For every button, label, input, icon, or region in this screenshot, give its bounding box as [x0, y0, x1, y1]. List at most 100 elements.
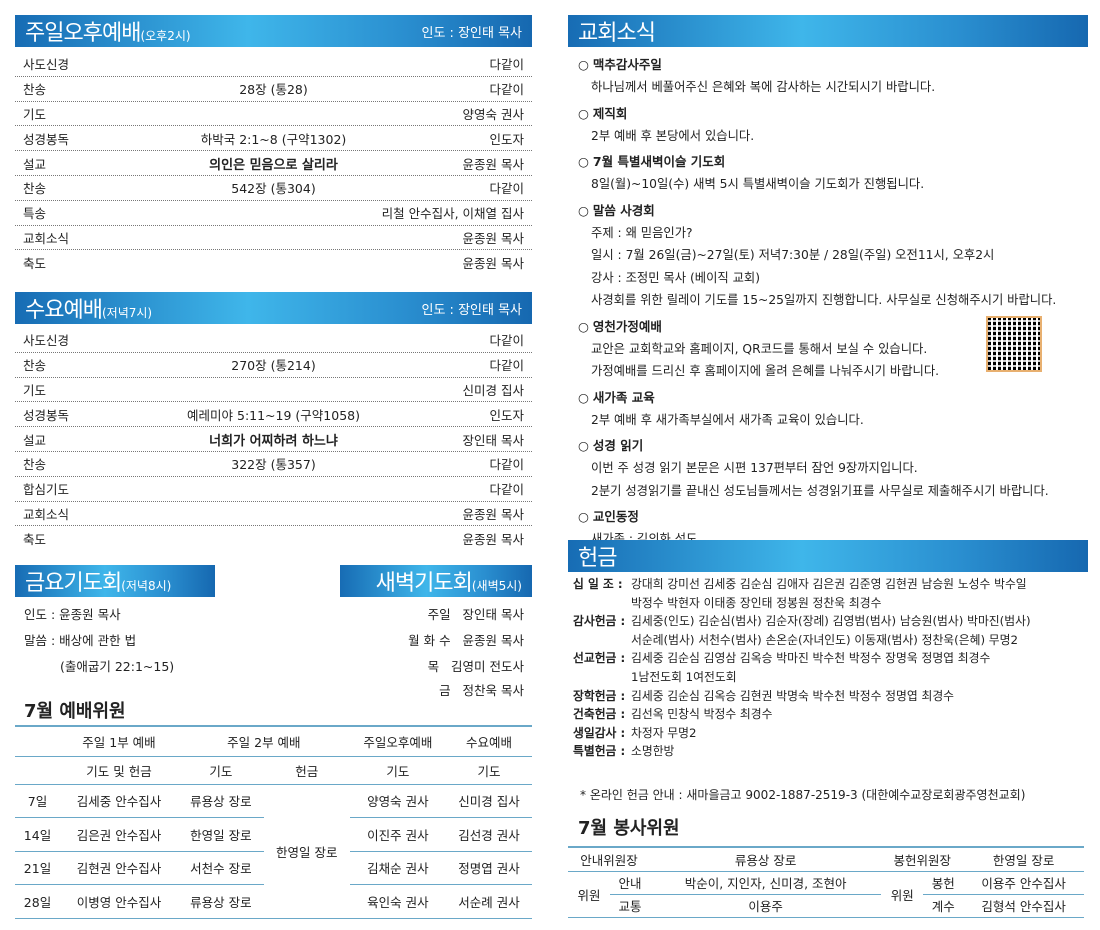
section-title: 수요예배	[25, 298, 103, 323]
sunday-pm-prayer: 김채순 권사	[349, 851, 447, 885]
news-line: 가정예배를 드리신 후 홈페이지에 올려 은혜를 나눠주시기 바랍니다.	[591, 364, 940, 378]
section-title: 교회소식	[578, 21, 656, 46]
friday-leader: 인도 : 윤종원 목사	[24, 607, 121, 622]
news-title: 제직회	[578, 103, 1088, 125]
order-person: 윤종원 목사	[462, 156, 524, 172]
sunday2-prayer: 류용상 장로	[177, 884, 264, 919]
offering-label: 생일감사 :	[573, 725, 626, 740]
section-title: 주일오후예배	[25, 21, 141, 46]
prayer-offering: 이병영 안수집사	[60, 884, 178, 919]
offer-members: 이용주 안수집사	[963, 871, 1084, 895]
news-line: 주제 : 왜 믿음인가?	[591, 225, 693, 240]
offering-names: 김세중(인도) 김순심(범사) 김순자(장례) 김영범(범사) 남승원(범사) …	[631, 612, 1093, 649]
date: 7일	[15, 784, 60, 818]
offering-label: 건축헌금 :	[573, 707, 626, 722]
sub-prayer: 기도	[446, 756, 532, 785]
sunday2-prayer: 서천수 장로	[177, 851, 264, 885]
order-item: 설교	[23, 432, 47, 448]
online-offering-note: * 온라인 헌금 안내 : 새마을금고 9002-1887-2519-3 (대한…	[580, 788, 1026, 802]
count-label: 계수	[923, 894, 964, 918]
news-title: 맥추감사주일	[578, 54, 1088, 76]
guide-members: 박순이, 지인자, 신미경, 조현아	[650, 871, 882, 895]
wednesday-order: 사도신경 다같이 찬송 270장 (통214) 다같이 기도 신미경 집사 성경봉독 예레미야 …	[15, 328, 532, 551]
news-line: 이번 주 성경 읽기 본문은 시편 137편부터 잠언 9장까지입니다.	[591, 461, 918, 475]
section-title: 헌금	[578, 546, 617, 571]
order-row: 사도신경 다같이	[15, 52, 532, 77]
order-person: 인도자	[489, 407, 524, 423]
order-detail: 542장 (통304)	[231, 181, 316, 197]
sunday2-offering: 한영일 장로	[263, 784, 350, 919]
offering-names: 김세중 김순심 김영삼 김옥승 박마진 박수천 박정수 장명욱 정명엽 최경수 1…	[631, 649, 1093, 686]
wednesday-prayer: 정명엽 권사	[446, 851, 532, 885]
qr-code-icon[interactable]	[986, 316, 1042, 372]
dawn-fri: 금 정찬욱 목사	[439, 683, 524, 698]
offering-group: 선교헌금 : 김세중 김순심 김영삼 김옥승 박마진 박수천 박정수 장명욱 정명…	[573, 649, 1093, 686]
col-sunday2: 주일 2부 예배	[177, 725, 350, 757]
offering-names: 차정자 무명2	[631, 724, 1093, 743]
guide-label: 안내	[610, 871, 650, 895]
section-time: (새벽5시)	[471, 579, 522, 593]
order-person: 다같이	[489, 82, 524, 98]
news-header: 교회소식	[568, 15, 1088, 47]
prayer-offering: 김현권 안수집사	[60, 851, 178, 885]
order-row: 특송 리철 안수집사, 이채열 집사	[15, 201, 532, 226]
dawn-thu: 목 김영미 전도사	[427, 659, 524, 674]
news-line: 일시 : 7월 26일(금)~27일(토) 저녁7:30분 / 28일(주일) …	[591, 248, 995, 262]
date: 14일	[15, 817, 60, 852]
leader: 인도 : 장인태 목사	[421, 302, 523, 318]
order-row: 성경봉독 예레미야 5:11~19 (구약1058) 인도자	[15, 402, 532, 428]
order-item: 찬송	[23, 181, 47, 197]
offering-group: 감사헌금 : 김세중(인도) 김순심(범사) 김순자(장례) 김영범(범사) 남승…	[573, 612, 1093, 649]
order-item: 교회소식	[23, 506, 70, 522]
col-sunday1: 주일 1부 예배	[60, 725, 178, 757]
order-item: 성경봉독	[23, 131, 70, 147]
offering-line: 박정수 박현자 이태종 장인태 정봉원 정찬욱 최경수	[631, 595, 882, 610]
news-item: 새가족 교육 2부 예배 후 새가족부실에서 새가족 교육이 있습니다.	[578, 387, 1088, 432]
order-detail: 하박국 2:1~8 (구약1302)	[200, 131, 347, 147]
section-title: 금요기도회	[25, 571, 122, 596]
offering-header: 헌금	[568, 540, 1088, 572]
order-person: 다같이	[489, 57, 524, 73]
news-title: 교인동정	[578, 506, 1088, 528]
news-line: 2분기 성경읽기를 끝내신 성도님들께서는 성경읽기표를 사무실로 제출해주시기…	[591, 483, 1049, 498]
offering-list: 십 일 조 : 강대희 강미선 김세중 김순심 김애자 김은권 김준영 김현권 남…	[573, 575, 1093, 761]
offering-group: 특별헌금 : 소명한방	[573, 742, 1093, 761]
order-item: 찬송	[23, 457, 47, 473]
section-time: (오후2시)	[140, 29, 191, 43]
order-detail: 너희가 어찌하려 하느냐	[209, 433, 338, 449]
order-item: 특송	[23, 206, 47, 222]
order-person: 리철 안수집사, 이채열 집사	[381, 206, 524, 222]
order-detail: 의인은 믿음으로 살리라	[209, 157, 338, 173]
news-line: 강사 : 조정민 목사 (베이직 교회)	[591, 270, 761, 285]
order-row: 찬송 542장 (통304) 다같이	[15, 176, 532, 201]
worship-staff-table: 주일 1부 예배 주일 2부 예배 주일오후예배 수요예배 기도 및 헌금 기도…	[15, 725, 532, 919]
prayer-offering: 김세중 안수집사	[60, 784, 178, 818]
order-row: 합심기도 다같이	[15, 477, 532, 502]
order-row: 찬송 322장 (통357) 다같이	[15, 452, 532, 477]
dawn-header: 새벽기도회(새벽5시)	[340, 565, 532, 597]
news-line: 8일(월)~10일(수) 새벽 5시 특별새벽이슬 기도회가 진행됩니다.	[591, 177, 925, 191]
service-staff-table: 안내위원장 류용상 장로 봉헌위원장 한영일 장로 위원 안내 박순이, 지인자…	[568, 846, 1084, 918]
order-person: 인도자	[489, 131, 524, 147]
offering-head: 한영일 장로	[963, 846, 1084, 872]
order-person: 윤종원 목사	[462, 506, 524, 522]
section-title: 새벽기도회	[375, 571, 473, 596]
news-title: 성경 읽기	[578, 435, 1088, 457]
order-person: 장인태 목사	[462, 432, 524, 448]
offering-line: 김세중 김순심 김옥승 김현권 박명숙 박수천 박정수 정명엽 최경수	[631, 688, 955, 703]
news-line: 2부 예배 후 본당에서 있습니다.	[591, 128, 755, 143]
order-item: 축도	[23, 532, 47, 548]
section-time: (저녁8시)	[121, 579, 172, 593]
news-line: 사경회를 위한 릴레이 기도를 15~25일까지 진행합니다. 사무실로 신청해…	[591, 293, 1057, 307]
order-person: 다같이	[489, 358, 524, 374]
offering-label: 특별헌금 :	[573, 744, 626, 759]
offering-label: 선교헌금 :	[573, 651, 626, 666]
order-row: 축도 윤종원 목사	[15, 526, 532, 551]
offering-line: 강대희 강미선 김세중 김순심 김애자 김은권 김준영 김현권 남승원 노성수 …	[631, 577, 1027, 591]
staff-row: 28일 이병영 안수집사 류용상 장로 육인숙 권사 서순례 권사	[15, 884, 532, 919]
sub-prayer-offering: 기도 및 헌금	[60, 756, 178, 785]
offering-line: 1남전도회 1여전도회	[631, 669, 737, 684]
order-row: 찬송 28장 (통28) 다같이	[15, 77, 532, 102]
